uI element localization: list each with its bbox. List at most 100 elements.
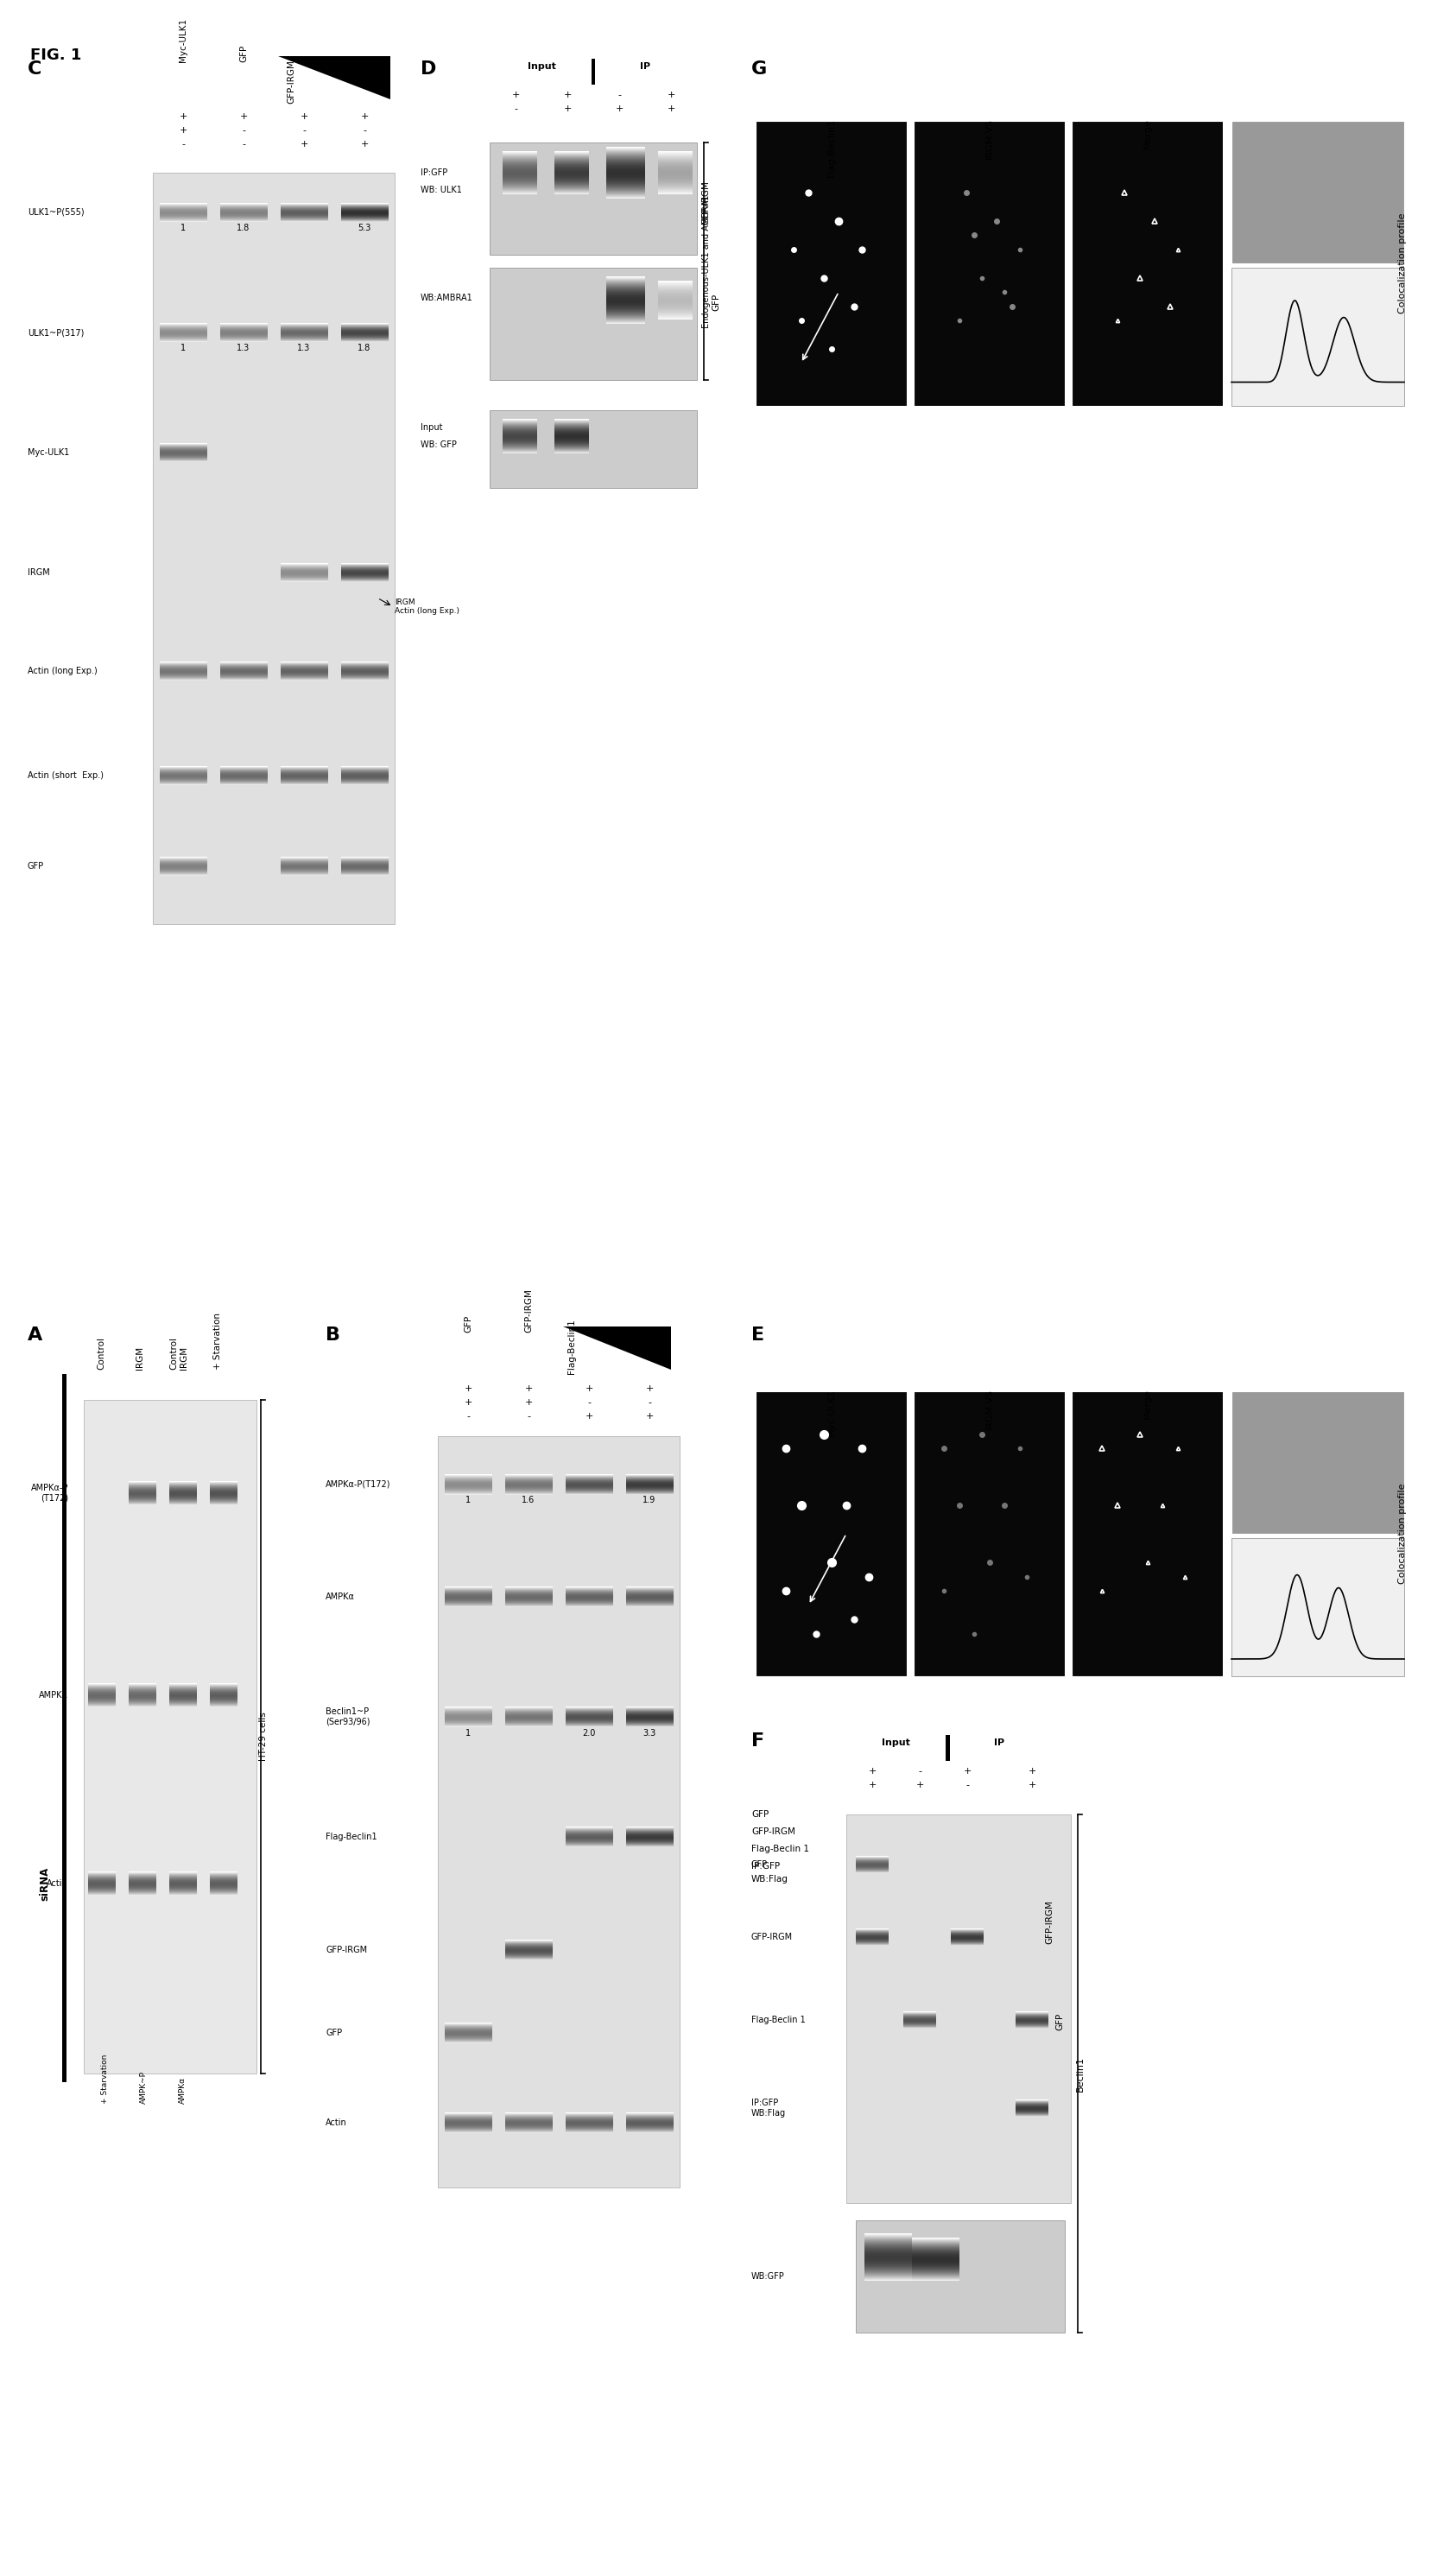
Bar <box>565 1826 613 1847</box>
Bar <box>505 2113 552 2133</box>
Text: +: + <box>361 113 368 120</box>
Bar <box>341 322 389 343</box>
Bar <box>505 1586 552 1606</box>
Text: -: - <box>514 105 517 113</box>
Bar <box>903 2011 936 2028</box>
Text: GFP-IRGM: GFP-IRGM <box>702 182 711 225</box>
Text: IP:GFP
WB:Flag: IP:GFP WB:Flag <box>751 2098 786 2118</box>
Text: Flag-Beclin 1: Flag-Beclin 1 <box>751 1844 810 1855</box>
Text: Myc-ULK1: Myc-ULK1 <box>827 1389 836 1435</box>
Bar <box>169 1872 197 1895</box>
Text: F: F <box>751 1732 764 1750</box>
Text: WB:AMBRA1: WB:AMBRA1 <box>421 294 473 302</box>
Text: WB: ULK1: WB: ULK1 <box>421 187 462 194</box>
Bar <box>945 1734 949 1760</box>
Text: -: - <box>182 141 185 148</box>
Bar <box>84 1399 256 2075</box>
Text: 1: 1 <box>181 223 186 233</box>
Text: GFP: GFP <box>751 1860 767 1870</box>
Text: ULK1~P(317): ULK1~P(317) <box>28 327 84 338</box>
Text: Actin (long Exp.): Actin (long Exp.) <box>28 665 98 675</box>
Text: AMPKα-P
(T172): AMPKα-P (T172) <box>31 1484 68 1502</box>
Bar <box>489 409 697 489</box>
Text: Flag-Beclin1: Flag-Beclin1 <box>568 1320 577 1374</box>
Text: +: + <box>585 1384 593 1394</box>
Text: AMPK~P: AMPK~P <box>140 2072 147 2103</box>
Text: C: C <box>28 61 42 77</box>
Text: 1.8: 1.8 <box>358 343 371 353</box>
Bar <box>280 563 328 583</box>
Bar <box>128 1683 156 1706</box>
Bar <box>591 59 596 84</box>
Text: ULK1~P(555): ULK1~P(555) <box>28 207 84 217</box>
Text: +: + <box>964 1768 971 1775</box>
Text: A: A <box>28 1328 42 1343</box>
Bar <box>606 276 645 325</box>
Text: GFP-IRGM: GFP-IRGM <box>524 1289 533 1333</box>
Text: +: + <box>667 90 676 100</box>
Text: -: - <box>242 141 245 148</box>
Bar <box>951 1929 984 1947</box>
Text: GFP: GFP <box>28 862 44 870</box>
Text: 1.8: 1.8 <box>237 223 250 233</box>
Text: Merge: Merge <box>1143 1389 1152 1420</box>
Bar <box>220 767 268 785</box>
Bar <box>341 660 389 680</box>
Text: +: + <box>645 1412 654 1420</box>
Text: -: - <box>587 1399 591 1407</box>
Text: IRGM-V5: IRGM-V5 <box>984 118 993 159</box>
Text: WB: GFP: WB: GFP <box>421 440 457 450</box>
Bar <box>210 1683 237 1706</box>
Bar <box>159 857 207 875</box>
Bar <box>502 420 537 453</box>
Text: -: - <box>527 1412 530 1420</box>
Text: E: E <box>751 1328 764 1343</box>
Bar <box>1232 120 1404 263</box>
Bar <box>505 1939 552 1959</box>
Text: GFP-IRGM: GFP-IRGM <box>751 1934 794 1942</box>
Text: 1.3: 1.3 <box>297 343 310 353</box>
Bar <box>756 1392 907 1675</box>
Bar <box>210 1872 237 1895</box>
Text: IP: IP <box>994 1739 1005 1747</box>
Bar <box>341 202 389 223</box>
Text: GFP: GFP <box>751 1811 769 1819</box>
Text: GFP: GFP <box>712 294 721 312</box>
Bar <box>756 120 907 407</box>
Bar <box>626 1826 673 1847</box>
Text: +: + <box>361 141 368 148</box>
Text: +: + <box>563 90 571 100</box>
Bar <box>444 2113 492 2133</box>
Text: Colocalization profile: Colocalization profile <box>1398 1484 1406 1583</box>
Text: IRGM: IRGM <box>28 568 50 578</box>
Text: -: - <box>617 90 620 100</box>
Text: IP:GFP: IP:GFP <box>751 1862 780 1870</box>
Bar <box>658 151 693 194</box>
Bar <box>606 146 645 200</box>
Text: IRGM-V5: IRGM-V5 <box>984 1389 993 1430</box>
Text: -: - <box>648 1399 651 1407</box>
Bar <box>220 322 268 343</box>
Text: AMPKα-P(T172): AMPKα-P(T172) <box>326 1479 390 1489</box>
Text: B: B <box>326 1328 341 1343</box>
Bar <box>159 660 207 680</box>
Text: GFP-IRGM: GFP-IRGM <box>751 1826 795 1837</box>
Text: IP:GFP: IP:GFP <box>421 169 447 177</box>
Bar <box>210 1481 237 1504</box>
Text: Control: Control <box>96 1338 105 1369</box>
Text: -: - <box>466 1412 470 1420</box>
Text: G: G <box>751 61 767 77</box>
Text: GFP: GFP <box>1056 2013 1064 2031</box>
Text: 5.3: 5.3 <box>358 223 371 233</box>
Bar <box>280 857 328 875</box>
Bar <box>280 767 328 785</box>
Text: +: + <box>614 105 623 113</box>
Text: FIG. 1: FIG. 1 <box>31 49 82 64</box>
Text: GFP: GFP <box>239 43 248 61</box>
Text: -: - <box>363 125 365 136</box>
Bar <box>489 143 697 256</box>
Bar <box>1072 1392 1223 1675</box>
Bar <box>865 2233 911 2282</box>
Text: +: + <box>300 113 309 120</box>
Bar <box>856 1929 888 1947</box>
